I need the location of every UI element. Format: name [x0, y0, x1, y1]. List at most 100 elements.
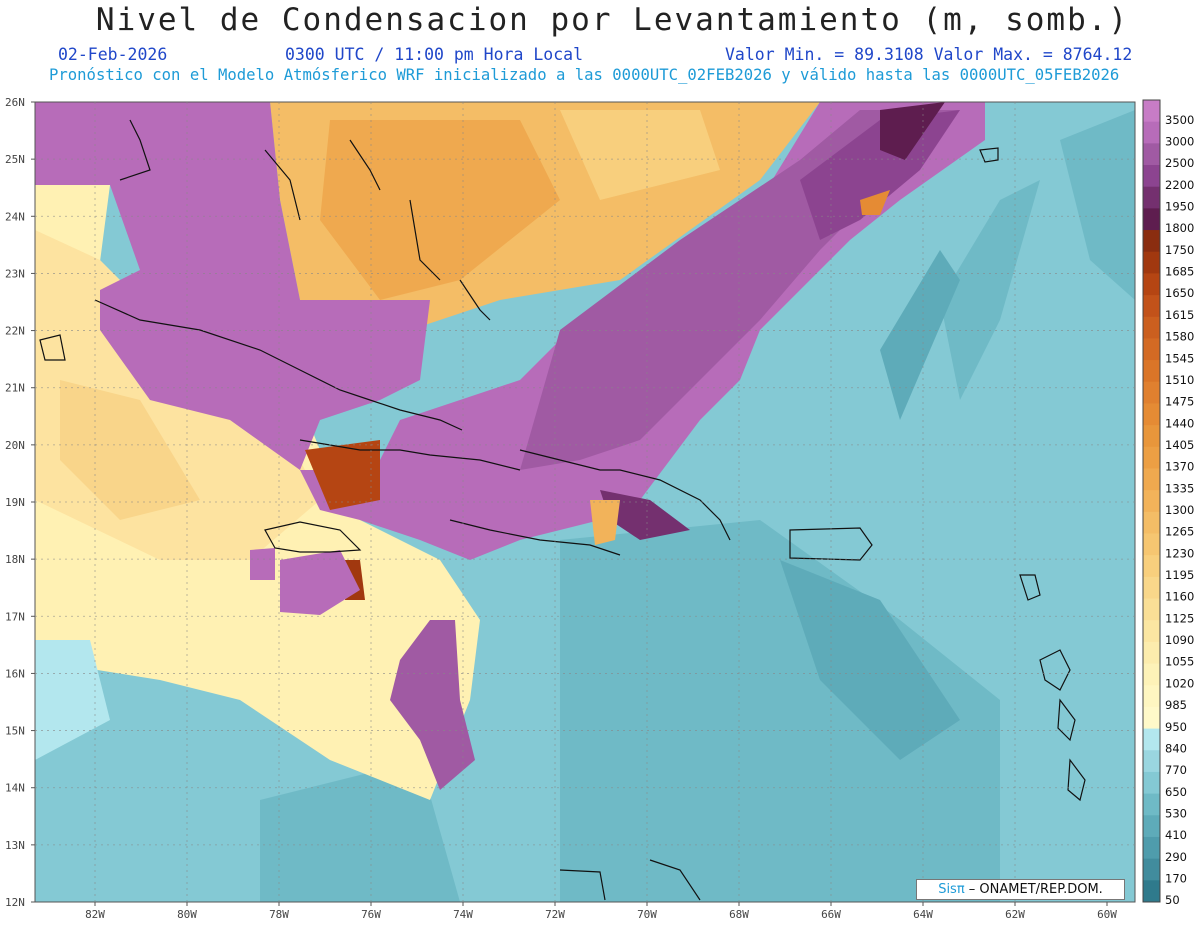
- colorbar-label: 770: [1165, 763, 1187, 777]
- colorbar-label: 1650: [1165, 286, 1194, 300]
- colorbar-label: 1800: [1165, 221, 1194, 235]
- colorbar-frame: [1142, 99, 1161, 903]
- colorbar-swatch: [1143, 273, 1160, 296]
- lat-label: 12N: [5, 896, 25, 909]
- colorbar-swatch: [1143, 490, 1160, 513]
- lon-label: 72W: [545, 908, 565, 921]
- colorbar-swatch: [1143, 446, 1160, 469]
- colorbar-swatch: [1143, 230, 1160, 253]
- colorbar-label: 1475: [1165, 395, 1194, 409]
- colorbar-swatch: [1143, 815, 1160, 838]
- colorbar-swatch: [1143, 208, 1160, 231]
- colorbar-label: 290: [1165, 850, 1187, 864]
- colorbar-swatch: [1143, 403, 1160, 426]
- lat-label: 24N: [5, 210, 25, 223]
- colorbar-label: 1020: [1165, 676, 1194, 690]
- longitude-labels: 82W 80W 78W 76W 74W 72W 70W 68W 66W 64W 62W 60W: [85, 902, 1117, 921]
- colorbar-label: 1685: [1165, 265, 1194, 279]
- colorbar-label: 1615: [1165, 308, 1194, 322]
- lat-label: 26N: [5, 96, 25, 109]
- colorbar-swatch: [1143, 793, 1160, 816]
- lat-label: 23N: [5, 267, 25, 280]
- coastlines: [39, 119, 1086, 901]
- lat-label: 17N: [5, 610, 25, 623]
- forecast-date: 02-Feb-2026: [58, 45, 168, 64]
- latitude-labels: 26N 25N 24N 23N 22N 21N 20N 19N 18N 17N 16N 15N 14N 1…: [5, 96, 35, 909]
- colorbar-label: 1335: [1165, 481, 1194, 495]
- colorbar-label: 1370: [1165, 460, 1194, 474]
- colorbar-swatch: [1143, 316, 1160, 339]
- lon-label: 74W: [453, 908, 473, 921]
- colorbar-label: 1510: [1165, 373, 1194, 387]
- lat-label: 22N: [5, 325, 25, 338]
- colorbar-label: 410: [1165, 828, 1187, 842]
- lon-label: 80W: [177, 908, 197, 921]
- lon-label: 76W: [361, 908, 381, 921]
- colorbar-label: 2500: [1165, 156, 1194, 170]
- colorbar-label: 50: [1165, 893, 1180, 907]
- colorbar-label: 1055: [1165, 655, 1194, 669]
- colorbar-label: 1950: [1165, 200, 1194, 214]
- lon-label: 66W: [821, 908, 841, 921]
- lon-label: 82W: [85, 908, 105, 921]
- map-field: [35, 102, 1135, 902]
- colorbar-swatch: [1143, 165, 1160, 188]
- brand-logo: Sisπ: [938, 882, 965, 897]
- colorbar-swatch: [1143, 728, 1160, 751]
- colorbar-label: 1265: [1165, 525, 1194, 539]
- lon-label: 70W: [637, 908, 657, 921]
- lat-label: 21N: [5, 382, 25, 395]
- colorbar-swatch: [1143, 836, 1160, 860]
- colorbar-swatch: [1143, 533, 1160, 556]
- colorbar-swatch: [1143, 685, 1160, 708]
- colorbar-swatch: [1143, 360, 1160, 383]
- colorbar-label: 840: [1165, 741, 1187, 755]
- colorbar-swatch: [1143, 750, 1160, 773]
- colorbar-swatch: [1143, 620, 1160, 643]
- colorbar-label: 3500: [1165, 113, 1194, 127]
- lat-label: 20N: [5, 439, 25, 452]
- colorbar-label: 950: [1165, 720, 1187, 734]
- colorbar-label: 650: [1165, 785, 1187, 799]
- colorbar-swatch: [1143, 706, 1160, 730]
- forecast-time: 0300 UTC / 11:00 pm Hora Local: [285, 45, 584, 64]
- colorbar-label: 1300: [1165, 503, 1194, 517]
- colorbar-swatch: [1143, 100, 1160, 123]
- lat-label: 19N: [5, 496, 25, 509]
- colorbar-swatch: [1143, 641, 1160, 665]
- colorbar-swatch: [1143, 771, 1160, 795]
- colorbar-swatch: [1143, 186, 1160, 209]
- colorbar-label: 1230: [1165, 546, 1194, 560]
- gridlines: [35, 102, 1135, 902]
- colorbar-swatch: [1143, 121, 1160, 144]
- colorbar-swatch: [1143, 338, 1160, 361]
- colorbar-label: 2200: [1165, 178, 1194, 192]
- colorbar-label: 3000: [1165, 135, 1194, 149]
- credit-box: Sisπ – ONAMET/REP.DOM.: [916, 879, 1125, 900]
- colorbar-label: 1195: [1165, 568, 1194, 582]
- colorbar-label: 1090: [1165, 633, 1194, 647]
- colorbar-label: 1545: [1165, 351, 1194, 365]
- colorbar: 3500 3000 2500 2200 1950 1800 1750 1685 1650 1615…: [1142, 99, 1194, 907]
- colorbar-swatch: [1143, 468, 1160, 491]
- colorbar-label: 530: [1165, 806, 1187, 820]
- colorbar-swatch: [1143, 858, 1160, 881]
- colorbar-swatch: [1143, 555, 1160, 578]
- value-range: Valor Min. = 89.3108 Valor Max. = 8764.1…: [725, 45, 1133, 64]
- colorbar-label: 1125: [1165, 611, 1194, 625]
- lon-label: 68W: [729, 908, 749, 921]
- page-title: Nivel de Condensacion por Levantamiento …: [95, 2, 1130, 38]
- colorbar-swatch: [1143, 598, 1160, 621]
- colorbar-swatch: [1143, 425, 1160, 448]
- colorbar-swatch: [1143, 143, 1160, 166]
- lat-label: 14N: [5, 782, 25, 795]
- colorbar-swatch: [1143, 295, 1160, 318]
- colorbar-label: 985: [1165, 698, 1187, 712]
- colorbar-label: 1750: [1165, 243, 1194, 257]
- lat-label: 15N: [5, 725, 25, 738]
- colorbar-swatch: [1143, 251, 1160, 274]
- lat-label: 13N: [5, 839, 25, 852]
- lat-label: 18N: [5, 553, 25, 566]
- colorbar-swatch: [1143, 381, 1160, 404]
